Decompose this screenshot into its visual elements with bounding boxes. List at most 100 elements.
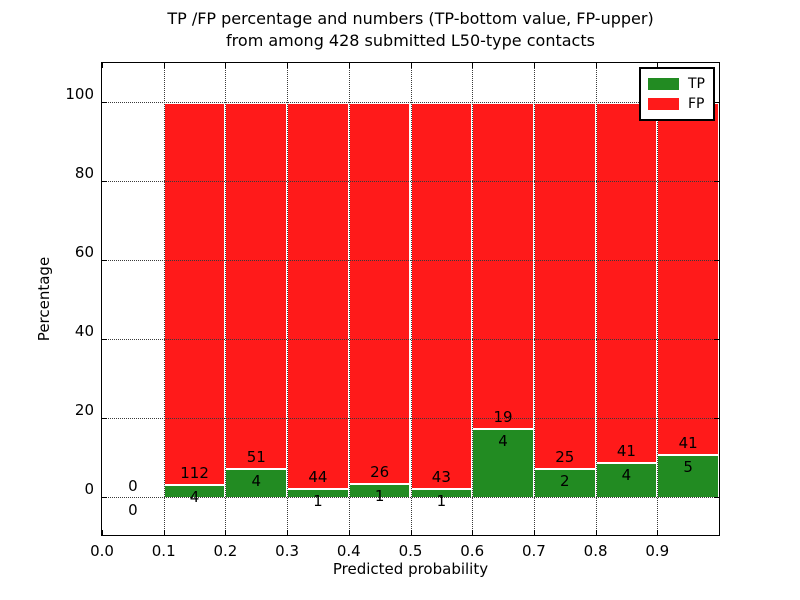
x-tick-label: 0.9 bbox=[645, 542, 670, 560]
x-tick-label: 0.4 bbox=[336, 542, 361, 560]
x-tick-mark bbox=[657, 530, 659, 535]
x-gridline bbox=[472, 63, 474, 535]
legend: TP FP bbox=[639, 67, 715, 121]
tp-count-label: 1 bbox=[313, 492, 323, 511]
x-tick-label: 0.6 bbox=[460, 542, 485, 560]
legend-item-tp: TP bbox=[648, 74, 705, 94]
x-tick-mark bbox=[287, 63, 289, 68]
x-axis-label: Predicted probability bbox=[332, 560, 489, 578]
x-tick-label: 0.7 bbox=[521, 542, 546, 560]
y-tick-mark bbox=[714, 497, 719, 499]
y-tick-mark bbox=[102, 259, 107, 261]
tp-count-label: 0 bbox=[128, 501, 138, 520]
x-tick-mark bbox=[225, 63, 227, 68]
fp-count-label: 41 bbox=[678, 434, 698, 453]
x-gridline bbox=[410, 63, 412, 535]
y-tick-mark bbox=[102, 497, 107, 499]
x-tick-mark bbox=[595, 530, 597, 535]
bar-fp-segment bbox=[348, 102, 411, 484]
x-tick-mark bbox=[163, 530, 165, 535]
bar-fp-segment bbox=[163, 102, 226, 485]
y-axis-label: Percentage bbox=[35, 256, 53, 342]
x-gridline bbox=[225, 63, 227, 535]
chart-title-line1: TP /FP percentage and numbers (TP-bottom… bbox=[167, 9, 654, 28]
fp-count-label: 51 bbox=[246, 448, 266, 467]
tp-count-label: 4 bbox=[621, 466, 632, 485]
x-gridline bbox=[595, 63, 597, 535]
x-gridline bbox=[533, 63, 535, 535]
y-tick-label: 100 bbox=[65, 84, 94, 103]
fp-count-label: 25 bbox=[555, 447, 575, 466]
x-tick-mark bbox=[225, 530, 227, 535]
plot-area: TP FP 0 0 112 4 51 4 44 1 26 1 43 1 19 4 25 2 41 4 41 5 0.0 0… bbox=[65, 62, 720, 560]
x-tick-mark bbox=[348, 63, 350, 68]
y-tick-mark bbox=[102, 338, 107, 340]
fp-count-label: 44 bbox=[308, 468, 328, 487]
x-gridline bbox=[163, 63, 165, 535]
fp-count-label: 112 bbox=[180, 463, 209, 482]
fp-count-label: 43 bbox=[431, 468, 451, 487]
x-tick-label: 0.5 bbox=[398, 542, 423, 560]
x-tick-mark bbox=[102, 530, 103, 535]
y-tick-label: 0 bbox=[84, 480, 94, 499]
bar-fp-segment bbox=[410, 102, 473, 490]
x-tick-label: 0.1 bbox=[151, 542, 176, 560]
tp-count-label: 4 bbox=[498, 432, 508, 451]
bar-fp-segment bbox=[225, 102, 288, 470]
fp-count-label: 41 bbox=[616, 442, 636, 461]
x-tick-label: 0.3 bbox=[275, 542, 300, 560]
x-tick-label: 0.8 bbox=[583, 542, 608, 560]
y-tick-mark bbox=[714, 101, 719, 103]
y-tick-mark bbox=[714, 418, 719, 420]
legend-item-fp: FP bbox=[648, 94, 705, 114]
y-tick-label: 60 bbox=[74, 242, 94, 261]
x-gridline bbox=[348, 63, 350, 535]
chart-title-line2: from among 428 submitted L50-type contac… bbox=[226, 31, 595, 50]
x-gridline bbox=[287, 63, 289, 535]
fp-count-label: 0 bbox=[128, 477, 138, 496]
bar-fp-segment bbox=[595, 102, 658, 464]
bar-fp-segment bbox=[657, 102, 719, 456]
tp-count-label: 1 bbox=[436, 492, 447, 511]
y-tick-label: 80 bbox=[74, 163, 94, 182]
legend-label-fp: FP bbox=[688, 96, 705, 112]
x-tick-mark bbox=[533, 63, 535, 68]
y-tick-mark bbox=[102, 418, 107, 420]
y-tick-label: 40 bbox=[74, 321, 94, 340]
x-tick-mark bbox=[163, 63, 165, 68]
x-tick-mark bbox=[595, 63, 597, 68]
x-tick-mark bbox=[657, 63, 659, 68]
tp-count-label: 4 bbox=[251, 472, 262, 491]
tp-color-swatch bbox=[648, 78, 679, 90]
x-tick-label: 0.2 bbox=[213, 542, 238, 560]
bar-fp-segment bbox=[472, 102, 534, 430]
bar-fp-segment bbox=[287, 102, 349, 490]
y-tick-mark bbox=[714, 259, 719, 261]
y-tick-mark bbox=[102, 101, 107, 103]
x-tick-mark bbox=[533, 530, 535, 535]
x-gridline bbox=[657, 63, 659, 535]
tp-count-label: 1 bbox=[374, 486, 385, 505]
fp-color-swatch bbox=[648, 98, 679, 110]
x-tick-mark bbox=[472, 530, 474, 535]
tp-count-label: 4 bbox=[189, 487, 200, 506]
y-tick-label: 20 bbox=[74, 401, 94, 420]
x-tick-mark bbox=[410, 63, 412, 68]
fp-count-label: 19 bbox=[493, 408, 513, 427]
tp-count-label: 5 bbox=[683, 458, 693, 477]
tp-count-label: 2 bbox=[559, 471, 570, 490]
x-tick-mark bbox=[348, 530, 350, 535]
y-tick-mark bbox=[714, 180, 719, 182]
bar-fp-segment bbox=[533, 102, 596, 469]
x-tick-mark bbox=[287, 530, 289, 535]
fp-count-label: 26 bbox=[370, 462, 390, 481]
x-tick-label: 0.0 bbox=[90, 542, 114, 560]
x-tick-mark bbox=[410, 530, 412, 535]
x-tick-mark bbox=[472, 63, 474, 68]
bar-tp-segment bbox=[225, 469, 288, 499]
y-tick-mark bbox=[102, 180, 107, 182]
y-tick-mark bbox=[714, 338, 719, 340]
chart-title: TP /FP percentage and numbers (TP-bottom… bbox=[101, 8, 720, 52]
legend-label-tp: TP bbox=[688, 76, 705, 92]
